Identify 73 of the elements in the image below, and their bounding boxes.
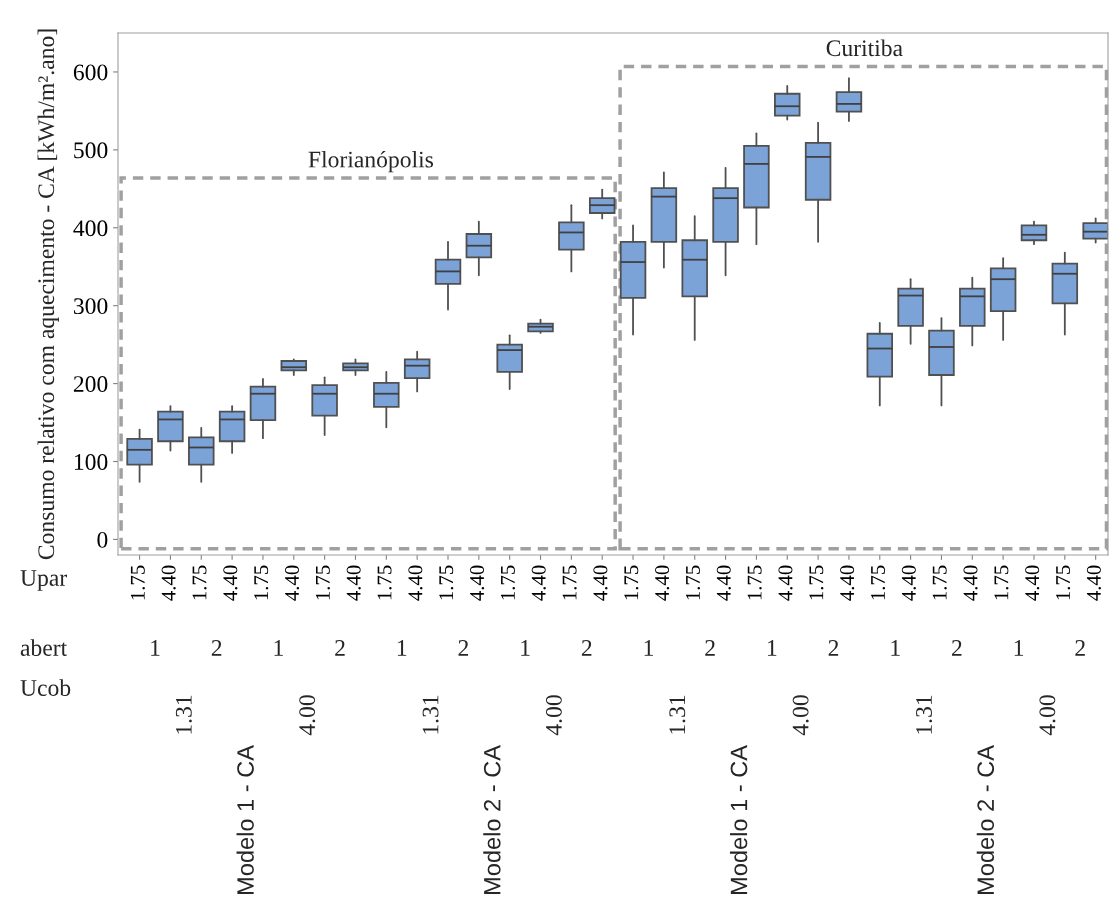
annotation: Curitiba (826, 39, 903, 57)
x-tick-label: 4.40 (470, 565, 485, 601)
text: 2 (458, 640, 469, 656)
x-tick-label: 1.75 (500, 565, 515, 600)
x-tick-label: 1.75 (624, 565, 639, 600)
x-tick-label: 4.40 (778, 565, 793, 601)
text: 1 (151, 640, 160, 656)
text: 4.00 (299, 695, 316, 736)
x-tick-label: 4.40 (593, 565, 608, 601)
x-tick-label: 4.40 (346, 565, 361, 601)
x-tick-label: 4.40 (716, 565, 731, 601)
text: Upar (20, 570, 67, 591)
x-tick-label: 1.75 (254, 565, 269, 600)
x-tick-label: 4.40 (223, 565, 238, 601)
text: 1 (521, 640, 530, 656)
text: abert (20, 639, 68, 656)
x-tick-label: 1.75 (315, 565, 330, 600)
x-tick-label: 4.40 (161, 565, 176, 601)
x-tick-label: 1.75 (439, 565, 454, 600)
y-tick-label: 500 (74, 142, 108, 159)
x-tick-label: 1.75 (809, 565, 824, 600)
x-tick-label: 1.75 (871, 565, 886, 600)
text: 2 (705, 640, 715, 656)
text: 1.31 (422, 695, 439, 734)
x-tick-label: 4.40 (901, 565, 916, 601)
text: Modelo 1 - CA (729, 745, 748, 894)
x-tick-label: 4.40 (1086, 565, 1101, 601)
y-tick-label: 200 (73, 376, 108, 393)
x-tick-label: 1.75 (562, 565, 577, 600)
x-tick-label: 4.40 (655, 565, 670, 601)
x-tick-label: 4.40 (840, 565, 855, 601)
text: 1 (397, 640, 407, 656)
text: 1.31 (669, 695, 686, 734)
x-tick-label: 1.75 (377, 565, 392, 600)
text: 2 (828, 640, 839, 656)
text: 1 (768, 640, 777, 656)
x-tick-label: 1.75 (994, 565, 1009, 600)
y-tick-label: 100 (74, 454, 108, 470)
x-tick-label: 1.75 (685, 565, 701, 600)
y-axis-title: Consumo relativo com aquecimento - CA [kWh/m².ano] (37, 29, 59, 560)
y-tick-label: 300 (73, 298, 108, 315)
text: 2 (211, 640, 222, 656)
text: Ucob (20, 679, 71, 696)
text: 2 (335, 640, 345, 656)
text: Modelo 1 - CA (236, 745, 254, 894)
x-tick-label: 4.40 (1025, 565, 1040, 601)
annotation: Florianópolis (308, 150, 434, 173)
y-tick-label: 400 (73, 220, 108, 237)
text: 4.00 (792, 695, 809, 736)
text: 2 (1075, 640, 1085, 656)
x-tick-label: 1.75 (932, 565, 947, 600)
y-tick-label: 0 (97, 531, 108, 548)
x-tick-label: 1.75 (130, 565, 145, 600)
text: Modelo 2 - CA (976, 745, 995, 894)
x-tick-label: 1.75 (747, 565, 762, 600)
x-tick-label: 4.40 (963, 565, 978, 601)
text: 1.31 (916, 695, 933, 734)
text: 4.00 (1039, 695, 1056, 736)
text: 1 (1014, 640, 1024, 656)
text: 2 (952, 640, 962, 656)
text: 1 (891, 640, 900, 656)
x-tick-label: 4.40 (284, 565, 300, 601)
text: 4.00 (545, 695, 562, 736)
x-tick-label: 1.75 (1056, 565, 1071, 600)
x-tick-label: 1.75 (192, 565, 207, 600)
text: 1 (644, 640, 653, 656)
text: 2 (581, 640, 592, 656)
x-tick-label: 4.40 (531, 565, 546, 601)
x-tick-label: 4.40 (408, 565, 423, 601)
y-tick-label: 600 (73, 64, 108, 81)
text: Modelo 2 - CA (483, 745, 501, 894)
text: 1 (274, 640, 283, 656)
text: 1.31 (175, 695, 192, 734)
